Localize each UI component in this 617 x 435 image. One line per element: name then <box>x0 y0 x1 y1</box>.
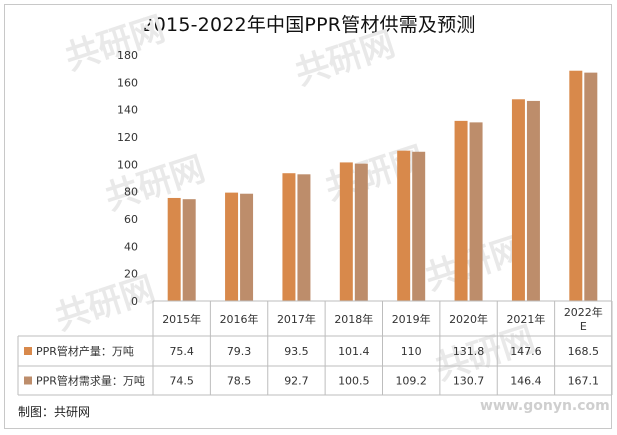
y-tick-label: 80 <box>124 186 138 199</box>
table-value: 131.8 <box>453 345 485 358</box>
category-label: 2018年 <box>334 312 373 326</box>
y-tick-label: 0 <box>131 295 138 308</box>
watermark-text: 共研网 <box>50 269 159 339</box>
bar-demand <box>469 122 483 301</box>
category-label: 2020年 <box>449 312 488 326</box>
y-tick-label: 180 <box>117 49 138 62</box>
table-value: 130.7 <box>453 375 485 388</box>
category-label: 2017年 <box>277 312 316 326</box>
watermark-text: 共研网 <box>290 24 399 94</box>
bar-production <box>282 173 296 301</box>
category-label-line: 2022年 <box>564 305 603 319</box>
bar-production <box>339 162 353 301</box>
table-value: 75.4 <box>169 345 194 358</box>
chart-title: 2015-2022年中国PPR管材供需及预测 <box>141 14 476 36</box>
y-tick-label: 140 <box>117 104 138 117</box>
table-value: 147.6 <box>510 345 542 358</box>
bar-production <box>454 120 468 301</box>
category-label: 2016年 <box>220 312 259 326</box>
source-note: 制图：共研网 <box>18 405 91 419</box>
bar-demand <box>240 193 254 301</box>
bar-demand <box>297 174 311 301</box>
bar-production <box>397 150 411 301</box>
y-tick-label: 160 <box>117 76 138 89</box>
y-tick-label: 120 <box>117 131 138 144</box>
bar-demand <box>182 199 196 301</box>
table-value: 92.7 <box>284 375 309 388</box>
y-tick-label: 40 <box>124 240 138 253</box>
legend-swatch <box>24 347 32 355</box>
legend-label: PPR管材产量：万吨 <box>36 344 134 358</box>
bar-demand <box>526 100 540 301</box>
table-value: 78.5 <box>227 375 252 388</box>
bar-production <box>569 70 583 301</box>
y-tick-label: 100 <box>117 158 138 171</box>
category-label: 2015年 <box>162 312 201 326</box>
legend-swatch <box>24 376 32 385</box>
site-watermark: www.gonyn.com <box>480 398 610 414</box>
bar-demand <box>584 72 598 301</box>
legend-label: PPR管材需求量：万吨 <box>36 374 145 388</box>
category-label: 2019年 <box>392 312 431 326</box>
table-value: 109.2 <box>395 375 427 388</box>
table-value: 93.5 <box>284 345 309 358</box>
table-value: 79.3 <box>227 345 252 358</box>
table-value: 101.4 <box>338 345 370 358</box>
bar-production <box>511 99 525 301</box>
bar-production <box>167 197 181 301</box>
y-tick-label: 60 <box>124 213 138 226</box>
y-tick-label: 20 <box>124 268 138 281</box>
bar-production <box>225 192 239 301</box>
category-label: 2021年 <box>506 312 545 326</box>
table-value: 74.5 <box>169 375 194 388</box>
table-value: 168.5 <box>568 345 600 358</box>
category-label: 2022年 E <box>564 305 603 333</box>
bar-demand <box>412 151 426 301</box>
table-value: 146.4 <box>510 375 542 388</box>
category-label-line: E <box>580 320 587 333</box>
table-value: 100.5 <box>338 375 370 388</box>
table-value: 110 <box>401 345 422 358</box>
table-value: 167.1 <box>568 375 600 388</box>
bar-demand <box>354 163 368 301</box>
watermark-text: 共研网 <box>60 9 169 79</box>
